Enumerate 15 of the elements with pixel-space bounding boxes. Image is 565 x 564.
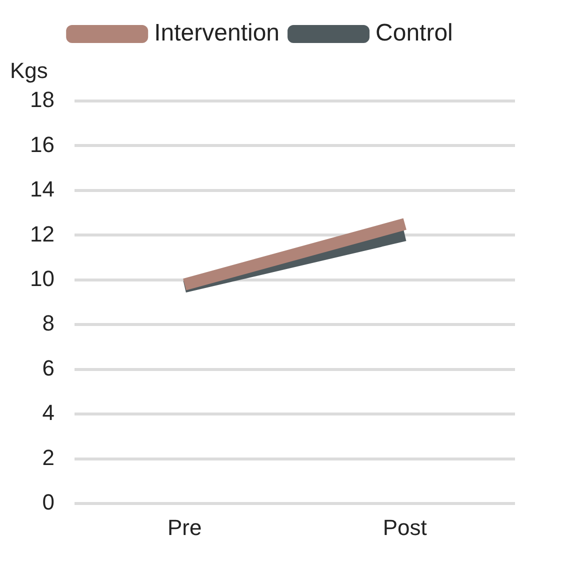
x-tick-label: Pre [167, 514, 202, 540]
legend-label: Control [376, 20, 453, 47]
y-tick-label: 16 [30, 132, 54, 157]
y-tick-label: 18 [30, 87, 54, 112]
y-axis-title: Kgs [10, 58, 48, 84]
y-tick-label: 0 [42, 490, 54, 515]
y-tick-label: 4 [42, 400, 54, 426]
legend-label: Intervention [154, 20, 280, 47]
y-tick-label: 14 [30, 176, 54, 202]
y-tick-label: 8 [42, 310, 54, 336]
x-tick-label: Post [382, 514, 427, 540]
y-tick-label: 10 [30, 266, 54, 291]
y-tick-label: 6 [42, 355, 54, 380]
y-tick-label: 12 [30, 221, 54, 246]
y-tick-label: 2 [42, 444, 54, 470]
